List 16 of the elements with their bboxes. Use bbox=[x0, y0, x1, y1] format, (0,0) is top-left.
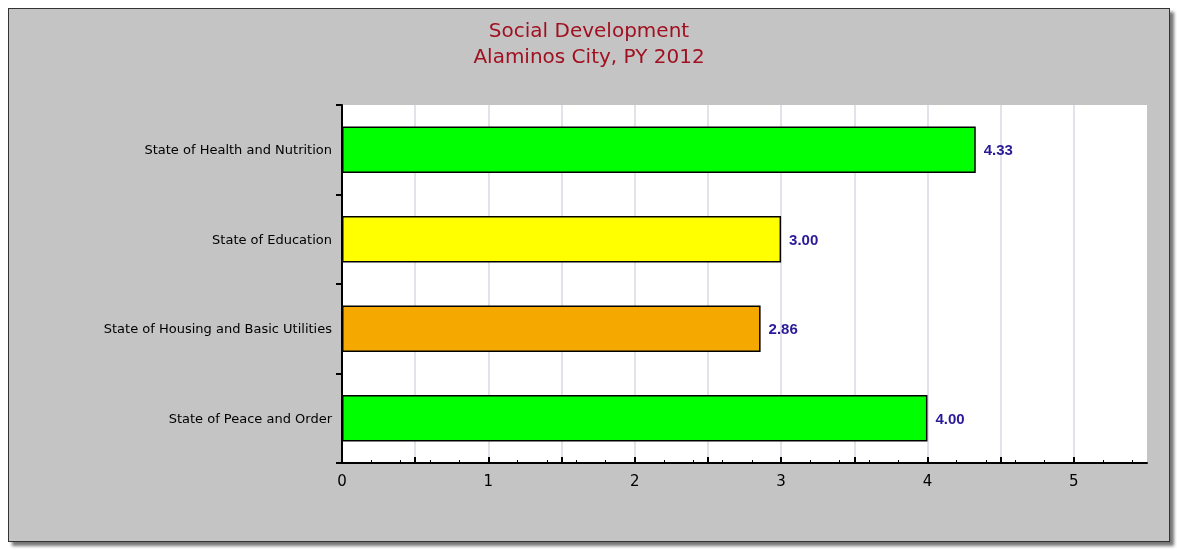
x-tick-label: 3 bbox=[776, 471, 786, 490]
y-tick-label: State of Education bbox=[212, 231, 332, 247]
y-tick-label: State of Health and Nutrition bbox=[144, 142, 332, 158]
data-label: 4.00 bbox=[935, 409, 965, 427]
x-tick-label: 2 bbox=[629, 471, 640, 490]
data-label: 3.00 bbox=[789, 230, 819, 248]
data-label: 2.86 bbox=[768, 320, 798, 338]
y-tick-label: State of Housing and Basic Utilities bbox=[103, 321, 333, 337]
data-label: 4.33 bbox=[983, 141, 1013, 159]
y-tick-label: State of Peace and Order bbox=[168, 410, 333, 426]
x-tick-label: 1 bbox=[483, 471, 494, 490]
x-tick-label: 5 bbox=[1069, 471, 1079, 490]
chart-title: Social Development bbox=[488, 18, 690, 42]
x-tick-label: 0 bbox=[337, 471, 347, 490]
x-tick-label: 4 bbox=[922, 471, 933, 490]
chart-subtitle: Alaminos City, PY 2012 bbox=[473, 44, 705, 68]
